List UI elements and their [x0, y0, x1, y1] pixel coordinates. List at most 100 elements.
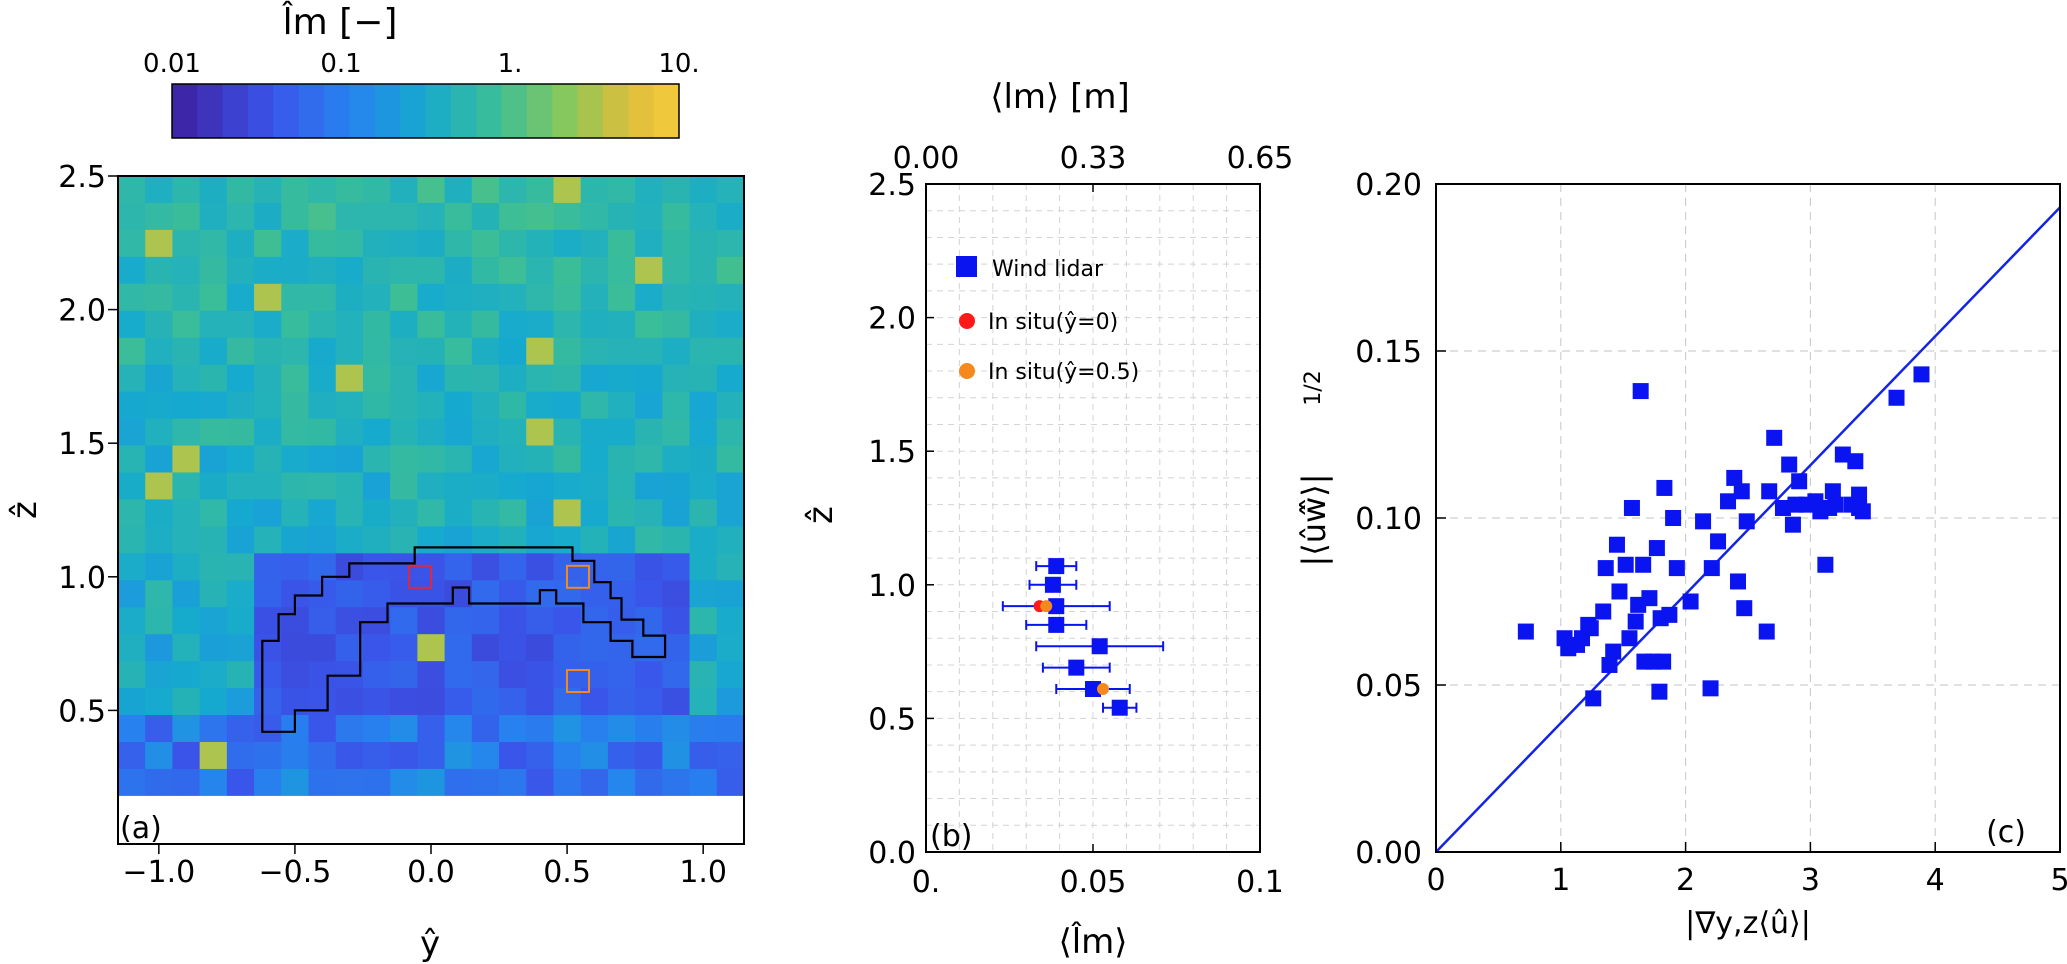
heatmap-cell [308, 256, 337, 285]
heatmap-cell [254, 310, 282, 339]
heatmap-cell [444, 445, 473, 474]
heatmap-cell [607, 634, 636, 662]
wind-lidar-point [1048, 598, 1065, 615]
heatmap-cell [281, 229, 310, 258]
heatmap-cell [362, 310, 391, 339]
heatmap-cell [308, 526, 337, 554]
heatmap-cell [580, 391, 609, 420]
heatmap-cell [635, 256, 663, 285]
heatmap-cell [417, 634, 446, 662]
heatmap-cell [308, 229, 337, 258]
heatmap-cell [390, 768, 418, 797]
panel-c-xtick-label: 5 [2050, 863, 2067, 898]
heatmap-cell [526, 418, 555, 447]
heatmap-cell [417, 418, 446, 447]
scatter-point [1847, 453, 1864, 470]
heatmap-cell [526, 741, 555, 770]
heatmap-cell [553, 391, 582, 420]
heatmap-cell [199, 229, 228, 258]
heatmap-cell [444, 472, 473, 501]
heatmap-cell [199, 768, 228, 797]
colorbar-segment [273, 84, 300, 138]
heatmap-cell [254, 580, 282, 608]
heatmap-cell [145, 553, 174, 581]
heatmap-cell [254, 337, 282, 366]
heatmap-cell [281, 391, 310, 420]
panel-b-xtick-label: 0.05 [1060, 865, 1127, 900]
heatmap-cell [226, 310, 255, 339]
heatmap-cell [417, 607, 446, 635]
heatmap-cell [553, 768, 582, 797]
wind-lidar-point [1048, 616, 1065, 633]
panel-a-xtick-label: 0.5 [543, 855, 591, 890]
panel-b-ytick-label: 0.0 [868, 836, 916, 871]
scatter-point [1738, 513, 1755, 530]
heatmap-cell [499, 741, 527, 770]
heatmap-cell [662, 202, 691, 231]
heatmap-cell [199, 337, 228, 366]
heatmap-cell [499, 337, 527, 366]
heatmap-cell [417, 472, 446, 501]
heatmap-cell [526, 715, 555, 743]
heatmap-cell [390, 364, 418, 393]
colorbar-title: l̂m [−] [281, 0, 397, 43]
heatmap-cell [499, 229, 527, 258]
heatmap-cell [335, 607, 364, 635]
panel-a-tag: (a) [120, 811, 162, 846]
panel-c-xtick-label: 0 [1426, 863, 1445, 898]
heatmap-cell [145, 526, 174, 554]
heatmap-cell [335, 229, 364, 258]
scatter-point [1726, 469, 1743, 486]
heatmap-cell [607, 337, 636, 366]
heatmap-cell [689, 553, 718, 581]
heatmap-cell [226, 418, 255, 447]
wind-lidar-point [1111, 699, 1128, 716]
scatter-point [1682, 593, 1699, 610]
heatmap-cell [607, 202, 636, 231]
heatmap-cell [553, 472, 582, 501]
colorbar-segment [324, 84, 350, 138]
heatmap-cell [662, 580, 691, 608]
panel-b-x2tick-label: 0.00 [893, 141, 960, 176]
heatmap-cell [390, 661, 418, 689]
heatmap-cell [254, 553, 282, 581]
heatmap-cell [526, 688, 555, 716]
scatter-point [1710, 533, 1727, 550]
heatmap-cell [335, 202, 364, 231]
heatmap-cell [526, 607, 555, 635]
heatmap-cell [226, 445, 255, 474]
scatter-point [1635, 556, 1652, 573]
scatter-point [1668, 560, 1685, 577]
heatmap-cell [172, 256, 201, 285]
scatter-point [1611, 583, 1628, 600]
heatmap-cell [553, 634, 582, 662]
heatmap-cell [689, 715, 718, 743]
heatmap-cell [607, 526, 636, 554]
heatmap-cell [635, 768, 663, 797]
heatmap-cell [471, 310, 500, 339]
heatmap-cell [226, 202, 255, 231]
heatmap-cell [172, 661, 201, 689]
heatmap-cell [635, 202, 663, 231]
heatmap-cell [689, 607, 718, 635]
heatmap-cell [471, 715, 500, 743]
heatmap-cell [118, 283, 146, 312]
colorbar-segment [602, 84, 629, 138]
heatmap-cell [172, 364, 201, 393]
heatmap-cell [417, 526, 446, 554]
heatmap-cell [226, 391, 255, 420]
heatmap-cell [145, 310, 174, 339]
heatmap-cell [444, 337, 473, 366]
colorbar-segment [450, 84, 477, 138]
heatmap-cell [662, 445, 691, 474]
colorbar-frame [171, 83, 680, 139]
heatmap-cell [118, 661, 146, 689]
heatmap-cell [308, 176, 337, 204]
heatmap-cell [226, 688, 255, 716]
panel-b-x2tick-label: 0.65 [1227, 141, 1294, 176]
heatmap-cell [635, 364, 663, 393]
heatmap-cell [526, 256, 555, 285]
heatmap-cell [254, 202, 282, 231]
scatter-point [1702, 680, 1719, 697]
heatmap-cell [308, 283, 337, 312]
